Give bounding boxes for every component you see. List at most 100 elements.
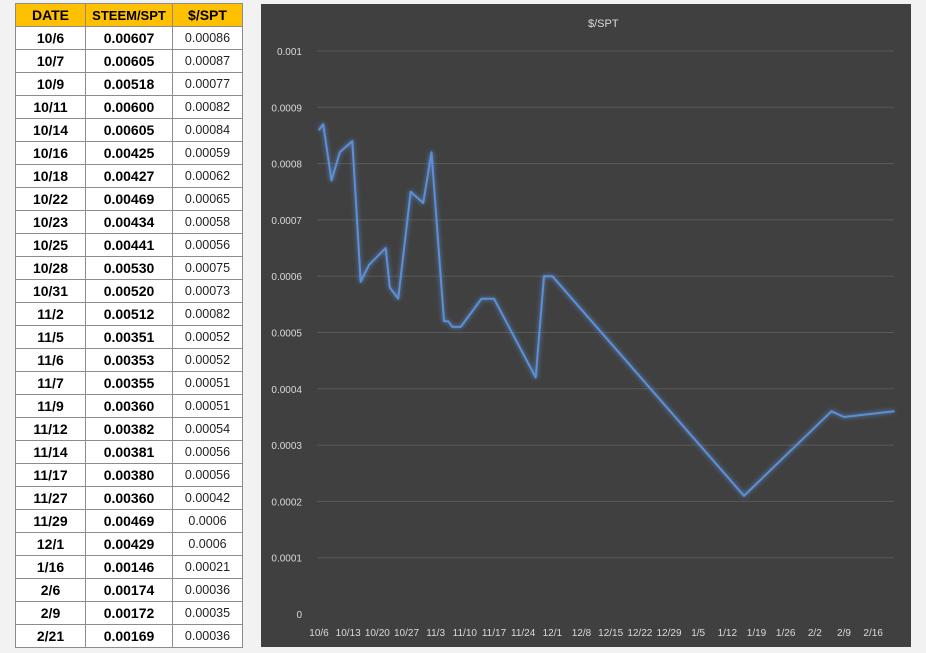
cell-date: 11/12 [15, 417, 86, 441]
data-point [447, 320, 449, 323]
y-tick-label: 0.0002 [271, 497, 302, 508]
legend: $/SPT [558, 18, 619, 30]
cell-usd-spt: 0.0006 [172, 509, 243, 533]
y-tick-label: 0.0005 [271, 329, 302, 340]
cell-usd-spt: 0.00052 [172, 348, 243, 372]
table-row: 11/5 0.00351 0.00052 [15, 325, 243, 349]
table-row: 10/25 0.00441 0.00056 [15, 233, 243, 257]
cell-date: 2/21 [15, 624, 86, 648]
x-tick-label: 11/24 [511, 628, 536, 639]
cell-steem-spt: 0.00469 [85, 509, 173, 533]
x-tick-label: 12/15 [598, 628, 623, 639]
cell-steem-spt: 0.00172 [85, 601, 173, 625]
table-row: 1/16 0.00146 0.00021 [15, 555, 243, 579]
cell-date: 12/1 [15, 532, 86, 556]
cell-date: 10/9 [15, 72, 86, 96]
cell-usd-spt: 0.00036 [172, 578, 243, 602]
cell-steem-spt: 0.00355 [85, 371, 173, 395]
data-point [493, 297, 495, 300]
cell-usd-spt: 0.00051 [172, 394, 243, 418]
data-point [430, 151, 433, 154]
data-point [534, 376, 537, 379]
cell-usd-spt: 0.00062 [172, 164, 243, 188]
data-point [843, 416, 845, 418]
x-tick-label: 10/13 [336, 628, 361, 639]
y-tick-label: 0.001 [277, 47, 302, 58]
cell-date: 11/7 [15, 371, 86, 395]
cell-steem-spt: 0.00441 [85, 233, 173, 257]
x-tick-label: 12/1 [543, 628, 563, 639]
table-row: 11/9 0.00360 0.00051 [15, 394, 243, 418]
cell-steem-spt: 0.00607 [85, 26, 173, 50]
table-row: 2/6 0.00174 0.00036 [15, 578, 243, 602]
x-tick-label: 1/26 [776, 628, 796, 639]
table-body: 10/6 0.00607 0.00086 10/7 0.00605 0.00087 10/9… [15, 26, 243, 648]
line-chart: 0 0.0001 0.0002 0.0003 0.0004 0.0005 0.0006 0.0… [271, 18, 895, 639]
cell-steem-spt: 0.00427 [85, 164, 173, 188]
x-tick-label: 10/20 [365, 628, 390, 639]
table-row: 11/7 0.00355 0.00051 [15, 371, 243, 395]
chart-panel: 0 0.0001 0.0002 0.0003 0.0004 0.0005 0.0006 0.0… [261, 4, 911, 647]
table-header-row: DATE STEEM/SPT $/SPT [15, 3, 243, 27]
y-tick-label: 0.0009 [271, 103, 302, 114]
cell-usd-spt: 0.00052 [172, 325, 243, 349]
table-row: 11/6 0.00353 0.00052 [15, 348, 243, 372]
cell-steem-spt: 0.00169 [85, 624, 173, 648]
data-point [443, 320, 445, 323]
data-point [893, 410, 895, 413]
x-tick-label: 10/27 [394, 628, 419, 639]
cell-date: 1/16 [15, 555, 86, 579]
cell-usd-spt: 0.00054 [172, 417, 243, 441]
cell-steem-spt: 0.00425 [85, 141, 173, 165]
cell-usd-spt: 0.00075 [172, 256, 243, 280]
cell-date: 2/6 [15, 578, 86, 602]
data-point [543, 275, 545, 278]
data-point [551, 275, 554, 278]
y-tick-label: 0.0006 [271, 272, 302, 283]
x-tick-label: 11/3 [426, 628, 445, 639]
cell-date: 11/27 [15, 486, 86, 510]
cell-steem-spt: 0.00146 [85, 555, 173, 579]
cell-usd-spt: 0.00036 [172, 624, 243, 648]
cell-usd-spt: 0.0006 [172, 532, 243, 556]
table-row: 2/21 0.00169 0.00036 [15, 624, 243, 648]
table-row: 11/27 0.00360 0.00042 [15, 486, 243, 510]
cell-steem-spt: 0.00518 [85, 72, 173, 96]
cell-usd-spt: 0.00021 [172, 555, 243, 579]
y-tick-label: 0.0001 [271, 554, 302, 565]
x-tick-label: 1/19 [747, 628, 767, 639]
cell-usd-spt: 0.00077 [172, 72, 243, 96]
series-layer [318, 123, 895, 497]
cell-date: 10/16 [15, 141, 86, 165]
data-point [339, 151, 341, 154]
cell-date: 11/29 [15, 509, 86, 533]
cell-steem-spt: 0.00174 [85, 578, 173, 602]
x-tick-label: 2/2 [808, 628, 822, 639]
cell-usd-spt: 0.00082 [172, 302, 243, 326]
header-date: DATE [15, 3, 86, 27]
x-tick-label: 11/17 [482, 628, 507, 639]
data-point [480, 297, 483, 300]
cell-steem-spt: 0.00605 [85, 118, 173, 142]
cell-usd-spt: 0.00073 [172, 279, 243, 303]
cell-date: 11/2 [15, 302, 86, 326]
table-row: 10/18 0.00427 0.00062 [15, 164, 243, 188]
cell-date: 10/23 [15, 210, 86, 234]
data-point [459, 326, 462, 328]
cell-steem-spt: 0.00600 [85, 95, 173, 119]
cell-steem-spt: 0.00360 [85, 486, 173, 510]
x-tick-label: 1/12 [718, 628, 738, 639]
cell-usd-spt: 0.00056 [172, 233, 243, 257]
table-row: 11/2 0.00512 0.00082 [15, 302, 243, 326]
table-row: 10/31 0.00520 0.00073 [15, 279, 243, 303]
table-row: 11/14 0.00381 0.00056 [15, 440, 243, 464]
table-row: 10/28 0.00530 0.00075 [15, 256, 243, 280]
cell-usd-spt: 0.00042 [172, 486, 243, 510]
data-point [409, 190, 412, 193]
data-point [322, 123, 324, 125]
data-point [368, 264, 370, 266]
cell-usd-spt: 0.00087 [172, 49, 243, 73]
cell-usd-spt: 0.00035 [172, 601, 243, 625]
cell-steem-spt: 0.00382 [85, 417, 173, 441]
table-row: 10/11 0.00600 0.00082 [15, 95, 243, 119]
